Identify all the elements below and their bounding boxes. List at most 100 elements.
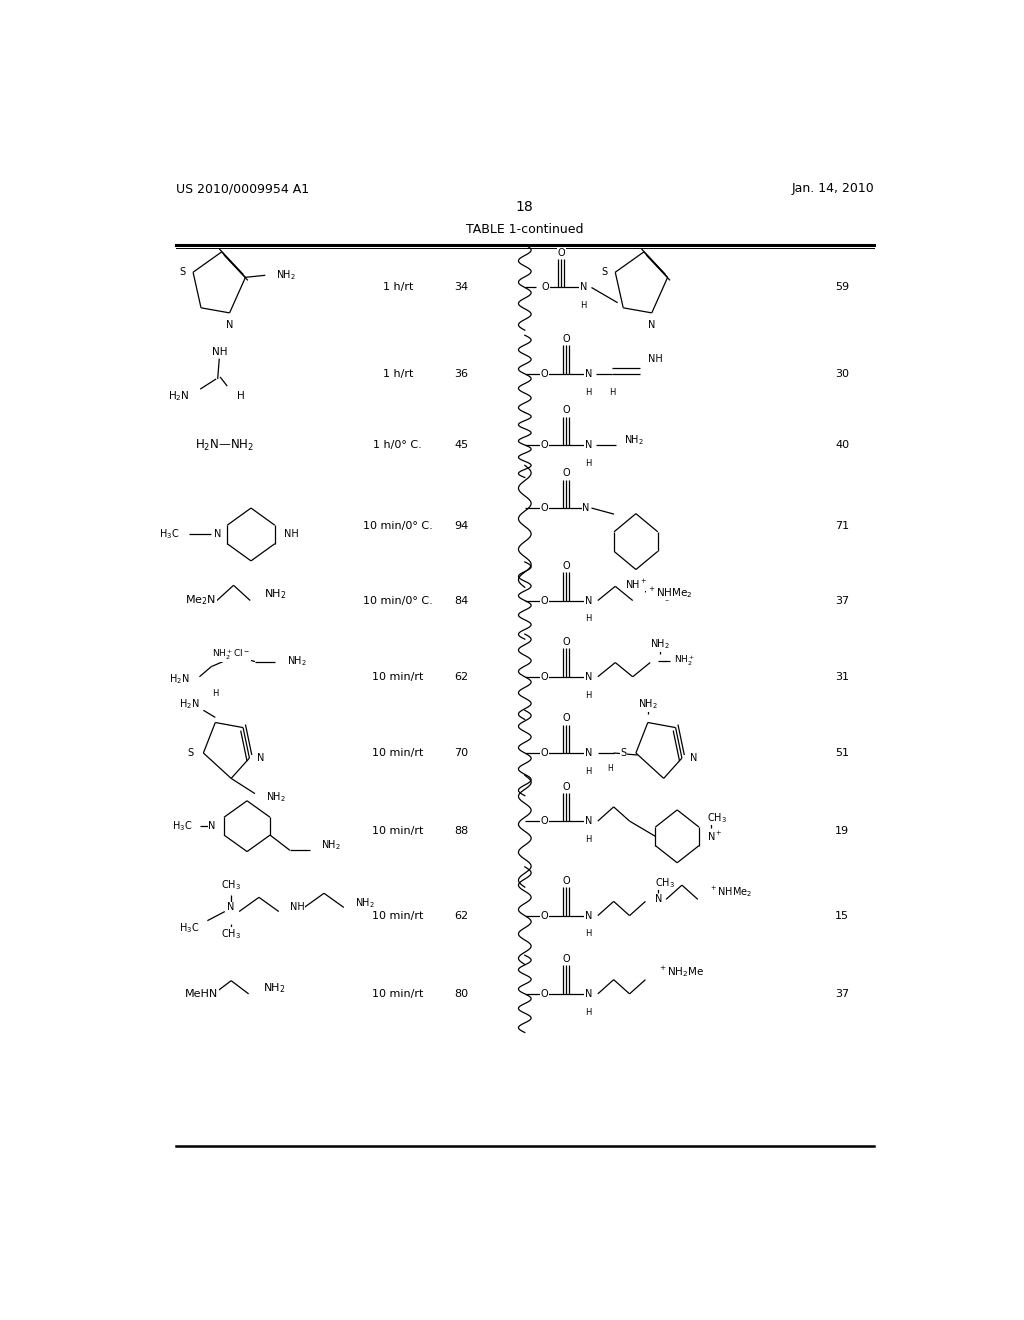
Text: H$_2$N—NH$_2$: H$_2$N—NH$_2$ <box>196 437 254 453</box>
Text: H: H <box>585 929 592 939</box>
Text: 31: 31 <box>836 672 849 681</box>
Text: $^+$NHMe$_2$: $^+$NHMe$_2$ <box>647 585 693 599</box>
Text: NH$_2$: NH$_2$ <box>355 896 375 911</box>
Text: H: H <box>237 391 245 401</box>
Text: $^+$NH$_2$Me: $^+$NH$_2$Me <box>658 964 705 979</box>
Text: O: O <box>562 561 570 572</box>
Text: N: N <box>580 282 587 293</box>
Text: H: H <box>585 1007 592 1016</box>
Text: 40: 40 <box>836 440 849 450</box>
Text: S: S <box>187 748 194 758</box>
Text: S: S <box>621 748 627 758</box>
Text: NH$_2$: NH$_2$ <box>266 789 286 804</box>
Text: NH$_2$: NH$_2$ <box>263 981 286 995</box>
Text: O: O <box>541 595 548 606</box>
Text: H$_2$N: H$_2$N <box>168 389 189 403</box>
Text: 80: 80 <box>455 989 468 999</box>
Text: 15: 15 <box>836 911 849 920</box>
Text: O: O <box>541 368 548 379</box>
Text: H: H <box>607 764 613 772</box>
Text: S: S <box>601 267 607 277</box>
Text: N: N <box>585 748 592 758</box>
Text: H: H <box>581 301 587 310</box>
Text: NH$_2$: NH$_2$ <box>275 268 296 282</box>
Text: N$^+$: N$^+$ <box>707 830 723 843</box>
Text: NH: NH <box>212 347 227 356</box>
Text: N: N <box>257 754 265 763</box>
Text: 10 min/rt: 10 min/rt <box>372 826 424 837</box>
Text: 10 min/rt: 10 min/rt <box>372 911 424 920</box>
Text: 70: 70 <box>455 748 468 758</box>
Text: 18: 18 <box>516 201 534 214</box>
Text: O: O <box>562 405 570 416</box>
Text: 36: 36 <box>455 368 468 379</box>
Text: NH: NH <box>285 529 299 540</box>
Text: NH: NH <box>290 903 305 912</box>
Text: NH$^+$: NH$^+$ <box>625 578 647 591</box>
Text: NH$_2$: NH$_2$ <box>638 697 657 711</box>
Text: O: O <box>541 816 548 826</box>
Text: CH$_3$: CH$_3$ <box>650 590 670 605</box>
Text: H$_2$N: H$_2$N <box>179 697 200 711</box>
Text: 10 min/0° C.: 10 min/0° C. <box>362 521 433 532</box>
Text: CH$_3$: CH$_3$ <box>707 812 727 825</box>
Text: H$_2$N: H$_2$N <box>169 672 189 685</box>
Text: Me$_2$N: Me$_2$N <box>185 594 216 607</box>
Text: N: N <box>209 821 216 832</box>
Text: N: N <box>585 440 592 450</box>
Text: H: H <box>585 388 592 397</box>
Text: N: N <box>585 816 592 826</box>
Text: 51: 51 <box>836 748 849 758</box>
Text: H: H <box>585 767 592 776</box>
Text: O: O <box>562 469 570 478</box>
Text: 10 min/0° C.: 10 min/0° C. <box>362 595 433 606</box>
Text: TABLE 1-continued: TABLE 1-continued <box>466 223 584 236</box>
Text: 59: 59 <box>836 282 849 293</box>
Text: 62: 62 <box>455 911 468 920</box>
Text: NH$_2$: NH$_2$ <box>321 838 341 853</box>
Text: O: O <box>562 334 570 345</box>
Text: H$_3$C: H$_3$C <box>179 921 200 935</box>
Text: N: N <box>690 754 697 763</box>
Text: H$_3$C: H$_3$C <box>160 528 179 541</box>
Text: H: H <box>585 459 592 467</box>
Text: 71: 71 <box>836 521 849 532</box>
Text: S: S <box>179 267 185 277</box>
Text: O: O <box>541 672 548 681</box>
Text: O: O <box>562 954 570 965</box>
Text: N: N <box>585 911 592 920</box>
Text: N: N <box>585 989 592 999</box>
Text: N: N <box>585 368 592 379</box>
Text: N: N <box>214 529 221 540</box>
Text: O: O <box>541 989 548 999</box>
Text: 88: 88 <box>455 826 468 837</box>
Text: O: O <box>541 503 548 513</box>
Text: 10 min/rt: 10 min/rt <box>372 989 424 999</box>
Text: O: O <box>541 748 548 758</box>
Text: 84: 84 <box>455 595 468 606</box>
Text: O: O <box>541 440 548 450</box>
Text: CH$_3$: CH$_3$ <box>221 878 242 892</box>
Text: NH$_2$: NH$_2$ <box>624 433 644 447</box>
Text: NH$_2^+$: NH$_2^+$ <box>674 653 695 668</box>
Text: 62: 62 <box>455 672 468 681</box>
Text: 19: 19 <box>836 826 849 837</box>
Text: O: O <box>562 713 570 723</box>
Text: N: N <box>583 503 590 513</box>
Text: N: N <box>226 319 233 330</box>
Text: NH$_2$: NH$_2$ <box>650 638 670 651</box>
Text: NH$_2^+$Cl$^-$: NH$_2^+$Cl$^-$ <box>212 647 250 661</box>
Text: H: H <box>609 388 615 397</box>
Text: 10 min/rt: 10 min/rt <box>372 672 424 681</box>
Text: 45: 45 <box>455 440 468 450</box>
Text: H: H <box>585 834 592 843</box>
Text: 30: 30 <box>836 368 849 379</box>
Text: O: O <box>541 911 548 920</box>
Text: NH$_2$: NH$_2$ <box>264 587 287 602</box>
Text: 10 min/rt: 10 min/rt <box>372 748 424 758</box>
Text: O: O <box>562 638 570 647</box>
Text: 1 h/rt: 1 h/rt <box>383 282 413 293</box>
Text: 34: 34 <box>455 282 468 293</box>
Text: N: N <box>227 903 234 912</box>
Text: H$_3$C: H$_3$C <box>172 820 193 833</box>
